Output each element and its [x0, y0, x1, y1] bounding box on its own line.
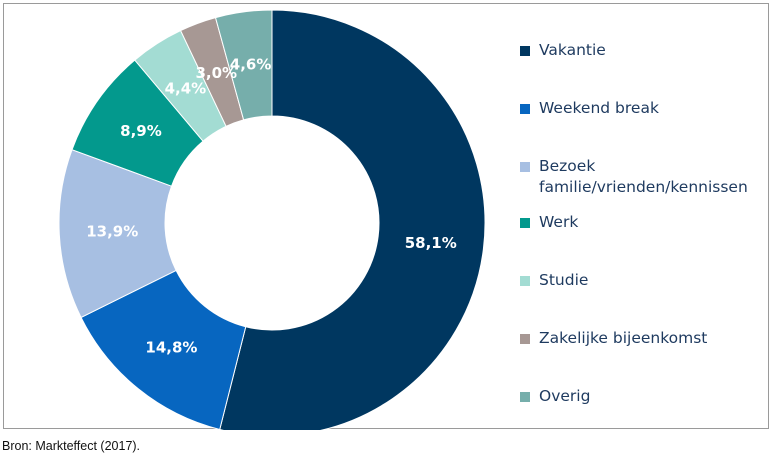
slice-label-6: 3,0% [195, 64, 237, 82]
slice-label-1: 58,1% [405, 234, 457, 252]
legend-item-3: Bezoek familie/vrienden/kennissen [520, 156, 748, 198]
legend-label: Werk [539, 213, 579, 231]
slice-label-3: 13,9% [86, 223, 138, 241]
legend-swatch [520, 276, 530, 286]
legend-swatch [520, 392, 530, 402]
donut-chart: 58,1% 14,8% 13,9% 8,9% 4,4%3,0%4,6% [58, 9, 486, 430]
legend-label: Vakantie [539, 41, 606, 59]
legend-item-2: Weekend break [520, 98, 659, 119]
legend-swatch [520, 104, 530, 114]
slice-1 [219, 9, 486, 430]
legend-swatch [520, 334, 530, 344]
legend-item-6: Zakelijke bijeenkomst [520, 328, 707, 349]
legend-swatch [520, 162, 530, 172]
slice-label-7: 4,6% [230, 55, 272, 73]
legend-item-7: Overig [520, 386, 590, 407]
legend-label: Weekend break [539, 99, 659, 117]
legend-swatch [520, 46, 530, 56]
slice-label-5: 4,4% [165, 79, 207, 97]
legend-item-4: Werk [520, 212, 578, 233]
legend-label: Overig [539, 387, 591, 405]
slice-7 [214, 9, 273, 121]
slice-label-2: 14,8% [145, 338, 197, 356]
legend-label: Bezoek familie/vrienden/kennissen [539, 157, 748, 196]
legend-swatch [520, 218, 530, 228]
slice-2 [80, 269, 247, 430]
legend-item-1: Vakantie [520, 40, 606, 61]
slice-label-4: 8,9% [120, 122, 162, 140]
legend-label: Zakelijke bijeenkomst [539, 329, 708, 347]
chart-frame: 58,1% 14,8% 13,9% 8,9% 4,4% 3,0% 4,6% Vakantie… [3, 3, 769, 430]
legend-item-5: Studie [520, 270, 588, 291]
source-note: Bron: Markteffect (2017). [2, 439, 141, 453]
legend-label: Studie [539, 271, 589, 289]
